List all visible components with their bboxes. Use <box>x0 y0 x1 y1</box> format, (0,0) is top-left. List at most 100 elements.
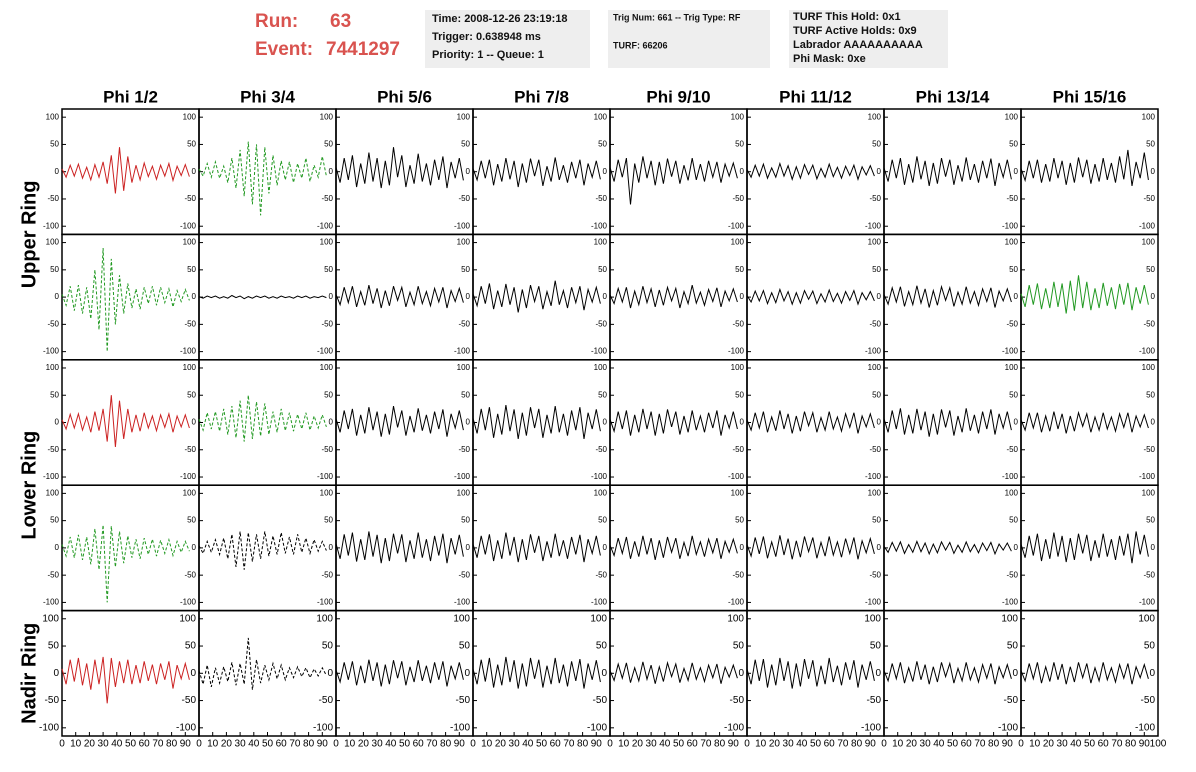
x-tick-label: 90 <box>317 739 329 750</box>
waveform <box>61 147 190 194</box>
info-box <box>608 10 770 68</box>
y-tick-label: 50 <box>459 641 471 652</box>
y-tick-label: 0 <box>1014 292 1019 301</box>
y-tick-label: -50 <box>1143 570 1155 579</box>
waveform <box>609 156 738 205</box>
panel-frame <box>883 233 1022 361</box>
y-tick-label: -100 <box>454 347 471 356</box>
y-tick-label: -100 <box>317 347 334 356</box>
y-tick-label: -100 <box>1139 347 1156 356</box>
panel-frame <box>472 484 611 612</box>
x-tick-label: 50 <box>125 739 137 750</box>
waveform <box>1020 531 1149 564</box>
x-tick-label: 20 <box>906 739 918 750</box>
y-tick-label: -50 <box>184 319 196 328</box>
y-tick-label: -50 <box>1143 194 1155 203</box>
y-tick-label: 50 <box>187 140 196 149</box>
y-tick-label: 0 <box>738 668 744 679</box>
info-line: Labrador AAAAAAAAAA <box>793 39 923 51</box>
y-tick-label: 0 <box>601 668 607 679</box>
y-tick-label: -50 <box>732 194 744 203</box>
panel-frame <box>472 233 611 361</box>
y-tick-label: 0 <box>55 418 60 427</box>
y-tick-label: 100 <box>594 238 608 247</box>
y-tick-label: -100 <box>865 598 882 607</box>
y-tick-label: -100 <box>998 722 1018 733</box>
waveform <box>1020 149 1149 186</box>
panel-frame <box>883 484 1022 612</box>
x-tick-label: 50 <box>399 739 411 750</box>
panel-frame <box>335 484 474 612</box>
y-tick-label: 100 <box>1142 238 1156 247</box>
y-tick-label: -50 <box>321 194 333 203</box>
y-tick-label: -100 <box>43 347 60 356</box>
panel-frame <box>472 609 611 737</box>
x-tick-label: 70 <box>1111 739 1123 750</box>
x-tick-label: 40 <box>933 739 945 750</box>
y-tick-label: -100 <box>865 221 882 230</box>
panel-frame <box>335 108 474 236</box>
row-label: Nadir Ring <box>18 623 40 724</box>
y-tick-label: -50 <box>47 570 59 579</box>
x-tick-label: 90 <box>1002 739 1014 750</box>
y-tick-label: 100 <box>457 363 471 372</box>
y-tick-label: 100 <box>594 112 608 121</box>
panel-frame <box>198 484 337 612</box>
y-tick-label: 100 <box>46 238 60 247</box>
y-tick-label: -100 <box>176 722 196 733</box>
y-tick-label: 100 <box>320 488 334 497</box>
y-tick-label: 0 <box>1012 668 1018 679</box>
y-tick-label: 0 <box>740 418 745 427</box>
y-tick-label: -50 <box>1004 695 1019 706</box>
y-tick-label: -100 <box>728 472 745 481</box>
waveform <box>1020 410 1149 434</box>
y-tick-label: -50 <box>47 194 59 203</box>
y-tick-label: 0 <box>192 167 197 176</box>
x-tick-label: 90 <box>454 739 466 750</box>
y-tick-label: 100 <box>590 613 607 624</box>
y-tick-label: -50 <box>732 445 744 454</box>
y-tick-label: -100 <box>1002 221 1019 230</box>
waveform <box>746 535 875 560</box>
y-tick-label: -100 <box>1139 472 1156 481</box>
y-tick-label: 0 <box>1151 543 1156 552</box>
y-tick-label: 50 <box>872 390 881 399</box>
column-label: Phi 15/16 <box>1053 87 1127 106</box>
x-tick-label: 0 <box>607 739 613 750</box>
y-tick-label: 0 <box>53 668 59 679</box>
y-tick-label: 0 <box>740 543 745 552</box>
y-tick-label: -50 <box>321 445 333 454</box>
y-tick-label: -100 <box>39 722 59 733</box>
y-tick-label: -50 <box>1143 445 1155 454</box>
x-tick-label: 20 <box>221 739 233 750</box>
y-tick-label: 100 <box>1142 488 1156 497</box>
x-tick-label: 0 <box>196 739 202 750</box>
x-tick-label: 40 <box>796 739 808 750</box>
panel-frame <box>472 359 611 486</box>
x-tick-label: 20 <box>769 739 781 750</box>
x-tick-label: 30 <box>920 739 932 750</box>
panel-frame <box>198 609 337 737</box>
panel-frame <box>746 609 885 737</box>
y-tick-label: 50 <box>872 516 881 525</box>
y-tick-label: 50 <box>872 140 881 149</box>
x-tick-label: 10 <box>892 739 904 750</box>
y-tick-label: 50 <box>733 641 745 652</box>
x-tick-label: 70 <box>837 739 849 750</box>
x-tick-label: 30 <box>98 739 110 750</box>
x-tick-label: 60 <box>687 739 699 750</box>
y-tick-label: 100 <box>594 363 608 372</box>
row-label: Lower Ring <box>18 431 40 540</box>
y-tick-label: -100 <box>1139 221 1156 230</box>
waveform <box>335 284 464 309</box>
y-tick-label: 100 <box>1005 112 1019 121</box>
y-tick-label: -100 <box>43 472 60 481</box>
event-number: 7441297 <box>326 39 400 60</box>
info-box <box>789 10 948 68</box>
x-tick-label: 40 <box>659 739 671 750</box>
y-tick-label: -50 <box>458 194 470 203</box>
y-tick-label: 0 <box>740 292 745 301</box>
y-tick-label: 0 <box>877 167 882 176</box>
x-tick-label: 50 <box>947 739 959 750</box>
y-tick-label: -100 <box>313 722 333 733</box>
